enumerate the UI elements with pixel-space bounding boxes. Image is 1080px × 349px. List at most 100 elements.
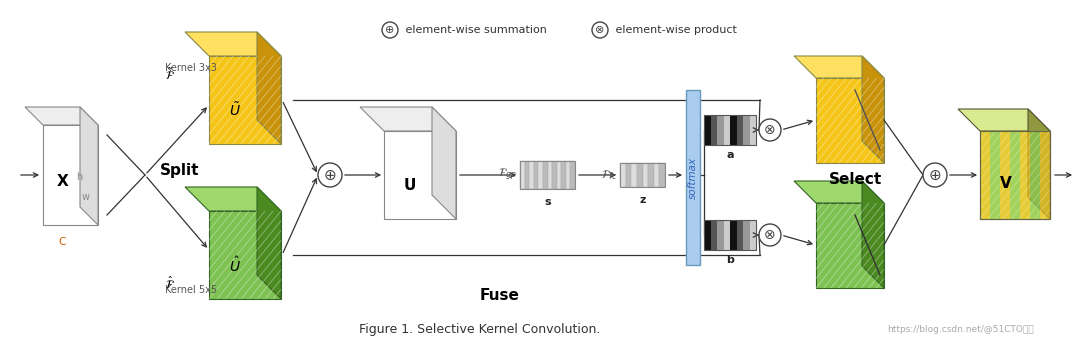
Bar <box>538 161 543 189</box>
Bar <box>525 161 529 189</box>
Text: V: V <box>1000 177 1012 192</box>
Polygon shape <box>1040 131 1050 219</box>
Text: $\tilde{\mathcal{F}}$: $\tilde{\mathcal{F}}$ <box>165 67 175 82</box>
Text: X: X <box>57 174 69 190</box>
Bar <box>552 161 556 189</box>
Bar <box>704 115 711 145</box>
Bar <box>519 161 575 189</box>
Polygon shape <box>990 131 1000 219</box>
Bar <box>643 163 648 187</box>
Text: $\mathcal{F}_{gp}$: $\mathcal{F}_{gp}$ <box>498 167 517 183</box>
Polygon shape <box>185 187 281 211</box>
Text: ⊗: ⊗ <box>765 228 775 242</box>
Bar <box>730 115 737 145</box>
Text: z: z <box>639 195 646 205</box>
Polygon shape <box>210 211 281 299</box>
Circle shape <box>759 224 781 246</box>
Text: Kernel 3x3: Kernel 3x3 <box>165 63 217 73</box>
Text: a: a <box>726 150 733 160</box>
Polygon shape <box>980 131 1050 219</box>
Polygon shape <box>25 107 98 125</box>
Text: w: w <box>82 192 90 202</box>
Bar <box>724 220 730 250</box>
Text: ⊕: ⊕ <box>929 168 942 183</box>
Polygon shape <box>43 125 98 225</box>
Polygon shape <box>432 107 456 219</box>
Polygon shape <box>816 78 885 163</box>
Bar <box>686 90 700 265</box>
Text: $\hat{U}$: $\hat{U}$ <box>229 255 241 275</box>
Bar <box>519 161 525 189</box>
Polygon shape <box>816 203 885 288</box>
Bar <box>724 115 730 145</box>
Bar <box>625 163 631 187</box>
Polygon shape <box>1030 131 1040 219</box>
Polygon shape <box>794 56 885 78</box>
Bar <box>704 220 711 250</box>
Polygon shape <box>1010 131 1020 219</box>
Text: Select: Select <box>828 172 881 187</box>
Circle shape <box>923 163 947 187</box>
Text: $\tilde{U}$: $\tilde{U}$ <box>229 101 241 119</box>
Text: Figure 1. Selective Kernel Convolution.: Figure 1. Selective Kernel Convolution. <box>360 324 600 336</box>
Text: element-wise product: element-wise product <box>612 25 737 35</box>
Bar <box>648 163 653 187</box>
Bar <box>750 220 756 250</box>
Bar <box>717 220 724 250</box>
Text: U: U <box>404 178 416 193</box>
Text: Split: Split <box>160 163 200 178</box>
Circle shape <box>318 163 342 187</box>
Bar <box>737 115 743 145</box>
Bar <box>631 163 637 187</box>
Bar <box>653 163 660 187</box>
Circle shape <box>382 22 399 38</box>
Circle shape <box>759 119 781 141</box>
Bar <box>730 220 737 250</box>
Bar <box>620 163 625 187</box>
Text: ⊗: ⊗ <box>595 25 605 35</box>
Polygon shape <box>1028 109 1050 219</box>
Bar <box>717 115 724 145</box>
Circle shape <box>592 22 608 38</box>
Bar <box>743 220 750 250</box>
Bar <box>743 115 750 145</box>
Polygon shape <box>210 56 281 144</box>
Text: ⊕: ⊕ <box>324 168 336 183</box>
Text: Fuse: Fuse <box>481 288 519 303</box>
Polygon shape <box>257 187 281 299</box>
Bar <box>534 161 538 189</box>
Polygon shape <box>384 131 456 219</box>
Bar <box>543 161 548 189</box>
Bar <box>570 161 575 189</box>
Text: s: s <box>544 197 551 207</box>
Polygon shape <box>360 107 456 131</box>
Text: C: C <box>58 237 66 247</box>
Bar <box>750 115 756 145</box>
Bar <box>737 220 743 250</box>
Polygon shape <box>794 181 885 203</box>
Polygon shape <box>862 56 885 163</box>
Bar <box>620 163 665 187</box>
Bar <box>704 220 756 250</box>
Text: h: h <box>76 172 82 182</box>
Polygon shape <box>958 109 1050 131</box>
Polygon shape <box>980 131 990 219</box>
Text: https://blog.csdn.net/@51CTO博客: https://blog.csdn.net/@51CTO博客 <box>887 326 1034 334</box>
Text: ⊗: ⊗ <box>765 123 775 137</box>
Bar <box>556 161 562 189</box>
Bar <box>704 115 756 145</box>
Polygon shape <box>185 32 281 56</box>
Polygon shape <box>1020 131 1030 219</box>
Text: element-wise summation: element-wise summation <box>402 25 546 35</box>
Bar <box>529 161 534 189</box>
Bar <box>566 161 570 189</box>
Bar <box>660 163 665 187</box>
Text: ⊕: ⊕ <box>386 25 394 35</box>
Polygon shape <box>80 107 98 225</box>
Polygon shape <box>1000 131 1010 219</box>
Text: softmax: softmax <box>688 156 698 199</box>
Bar <box>711 115 717 145</box>
Bar <box>637 163 643 187</box>
Bar <box>562 161 566 189</box>
Text: b: b <box>726 255 734 265</box>
